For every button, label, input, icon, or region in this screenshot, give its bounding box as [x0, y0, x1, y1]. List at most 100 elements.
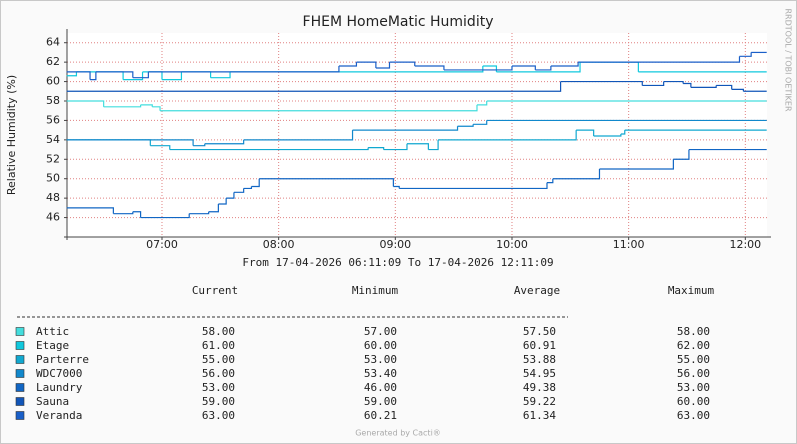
series-step — [535, 66, 552, 71]
series-step — [457, 124, 474, 127]
series-step — [414, 65, 445, 70]
series-step — [476, 101, 488, 106]
series-step — [66, 207, 114, 214]
series-step — [243, 186, 253, 190]
legend-swatch — [15, 341, 25, 350]
series-step — [673, 149, 690, 160]
y-tick-label: 54 — [46, 133, 60, 146]
legend-stat: 58.00 — [677, 325, 710, 338]
x-tick-label: 12:00 — [729, 238, 761, 251]
period: From 17-04-2026 06:11:09 To 17-04-2026 1… — [242, 256, 553, 269]
legend-stat: 60.00 — [364, 339, 397, 352]
series-step — [233, 188, 245, 193]
legend-name: Sauna — [36, 395, 69, 408]
legend-stat: 56.00 — [202, 367, 235, 380]
legend-stat: 61.00 — [202, 339, 235, 352]
series-step — [338, 62, 358, 67]
y-tick-label: 64 — [46, 36, 60, 49]
legend-stat: 59.00 — [202, 395, 235, 408]
series-step — [193, 143, 206, 147]
legend-stat: 59.00 — [364, 395, 397, 408]
legend-swatch — [15, 397, 25, 406]
series-step — [218, 198, 227, 205]
series-step — [259, 178, 394, 187]
series-step — [243, 130, 354, 141]
series-step — [663, 80, 684, 84]
series-step — [66, 71, 78, 77]
series-step — [620, 130, 626, 135]
legend-stat: 62.00 — [677, 339, 710, 352]
series-step — [739, 52, 752, 57]
legend-stat: 60.21 — [364, 409, 397, 422]
legend-swatch — [15, 327, 25, 336]
legend-name: WDC7000 — [36, 367, 82, 380]
legend-stat: 53.88 — [523, 353, 556, 366]
legend-stat: 53.00 — [677, 381, 710, 394]
y-tick-label: 50 — [46, 172, 60, 185]
series-step — [132, 211, 142, 218]
series-step — [113, 211, 134, 215]
series-step — [438, 130, 577, 141]
series-step — [160, 104, 478, 112]
legend-name: Veranda — [36, 409, 82, 422]
legend-stat: 60.00 — [677, 395, 710, 408]
series-step — [66, 100, 105, 107]
series-step — [204, 139, 245, 145]
series-step — [132, 71, 149, 79]
legend-stat: 63.00 — [677, 409, 710, 422]
series-step — [690, 85, 717, 88]
legend-stat: 63.00 — [202, 409, 235, 422]
series-step — [208, 203, 219, 213]
series-step — [552, 169, 601, 180]
legend-name: Laundry — [36, 381, 83, 394]
legend-stat: 54.95 — [523, 367, 556, 380]
series-step — [511, 65, 536, 70]
legend-header: Maximum — [668, 284, 715, 297]
series-step — [593, 134, 622, 137]
legend-stat: 58.00 — [202, 325, 235, 338]
series-step — [152, 106, 161, 111]
x-tick-label: 07:00 — [146, 238, 178, 251]
legend-name: Attic — [36, 325, 69, 338]
series-step — [95, 71, 134, 78]
series-step — [546, 178, 554, 184]
series-step — [375, 62, 391, 69]
legend-stat: 55.00 — [677, 353, 710, 366]
legend-stat: 55.00 — [202, 353, 235, 366]
series-step — [90, 71, 97, 81]
y-tick-label: 52 — [46, 152, 60, 165]
series-step — [560, 80, 643, 86]
legend-stat: 60.91 — [523, 339, 556, 352]
series-step — [550, 62, 579, 67]
series-step — [383, 143, 408, 151]
series-step — [716, 84, 733, 90]
x-tick-label: 11:00 — [613, 238, 645, 251]
x-tick-label: 10:00 — [496, 238, 528, 251]
x-tick-label: 09:00 — [379, 238, 411, 251]
series-step — [251, 178, 260, 188]
series-step — [356, 61, 377, 68]
series-step — [226, 192, 235, 199]
chart-title: FHEM HomeMatic Humidity — [303, 14, 494, 30]
series-step — [150, 145, 171, 150]
legend-stat: 59.22 — [523, 395, 556, 408]
series-step — [66, 71, 91, 80]
legend-stat: 61.34 — [523, 409, 556, 422]
y-tick-label: 60 — [46, 75, 60, 88]
legend-swatch — [15, 411, 25, 420]
legend-stat: 53.00 — [364, 353, 397, 366]
series-step — [140, 213, 190, 219]
x-tick-label: 08:00 — [263, 238, 295, 251]
legend-stat: 46.00 — [364, 381, 397, 394]
series-step — [352, 126, 459, 131]
legend-stat: 49.38 — [523, 381, 556, 394]
series-step — [599, 159, 674, 170]
legend-header: Average — [514, 284, 560, 297]
series-step — [368, 147, 385, 150]
legend-swatch — [15, 383, 25, 392]
series-step — [169, 147, 369, 151]
series-step — [443, 66, 513, 71]
legend-swatch — [15, 355, 25, 364]
series-step — [210, 71, 231, 79]
series-step — [731, 88, 744, 92]
